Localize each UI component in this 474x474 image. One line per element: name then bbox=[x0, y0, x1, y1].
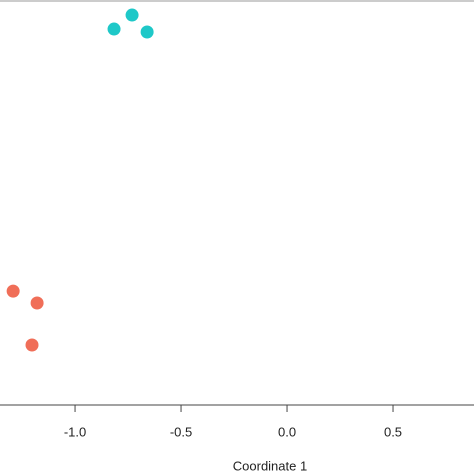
x-tick-label: 0.5 bbox=[384, 424, 402, 439]
point bbox=[25, 338, 39, 352]
point bbox=[6, 284, 20, 298]
x-axis-title: Coordinate 1 bbox=[233, 458, 307, 473]
x-tick-label: 0.0 bbox=[278, 424, 296, 439]
point bbox=[107, 22, 121, 36]
x-tick-label: -1.0 bbox=[64, 424, 86, 439]
point bbox=[140, 25, 154, 39]
point bbox=[30, 296, 44, 310]
x-tick-label: -0.5 bbox=[170, 424, 192, 439]
point bbox=[125, 8, 139, 22]
